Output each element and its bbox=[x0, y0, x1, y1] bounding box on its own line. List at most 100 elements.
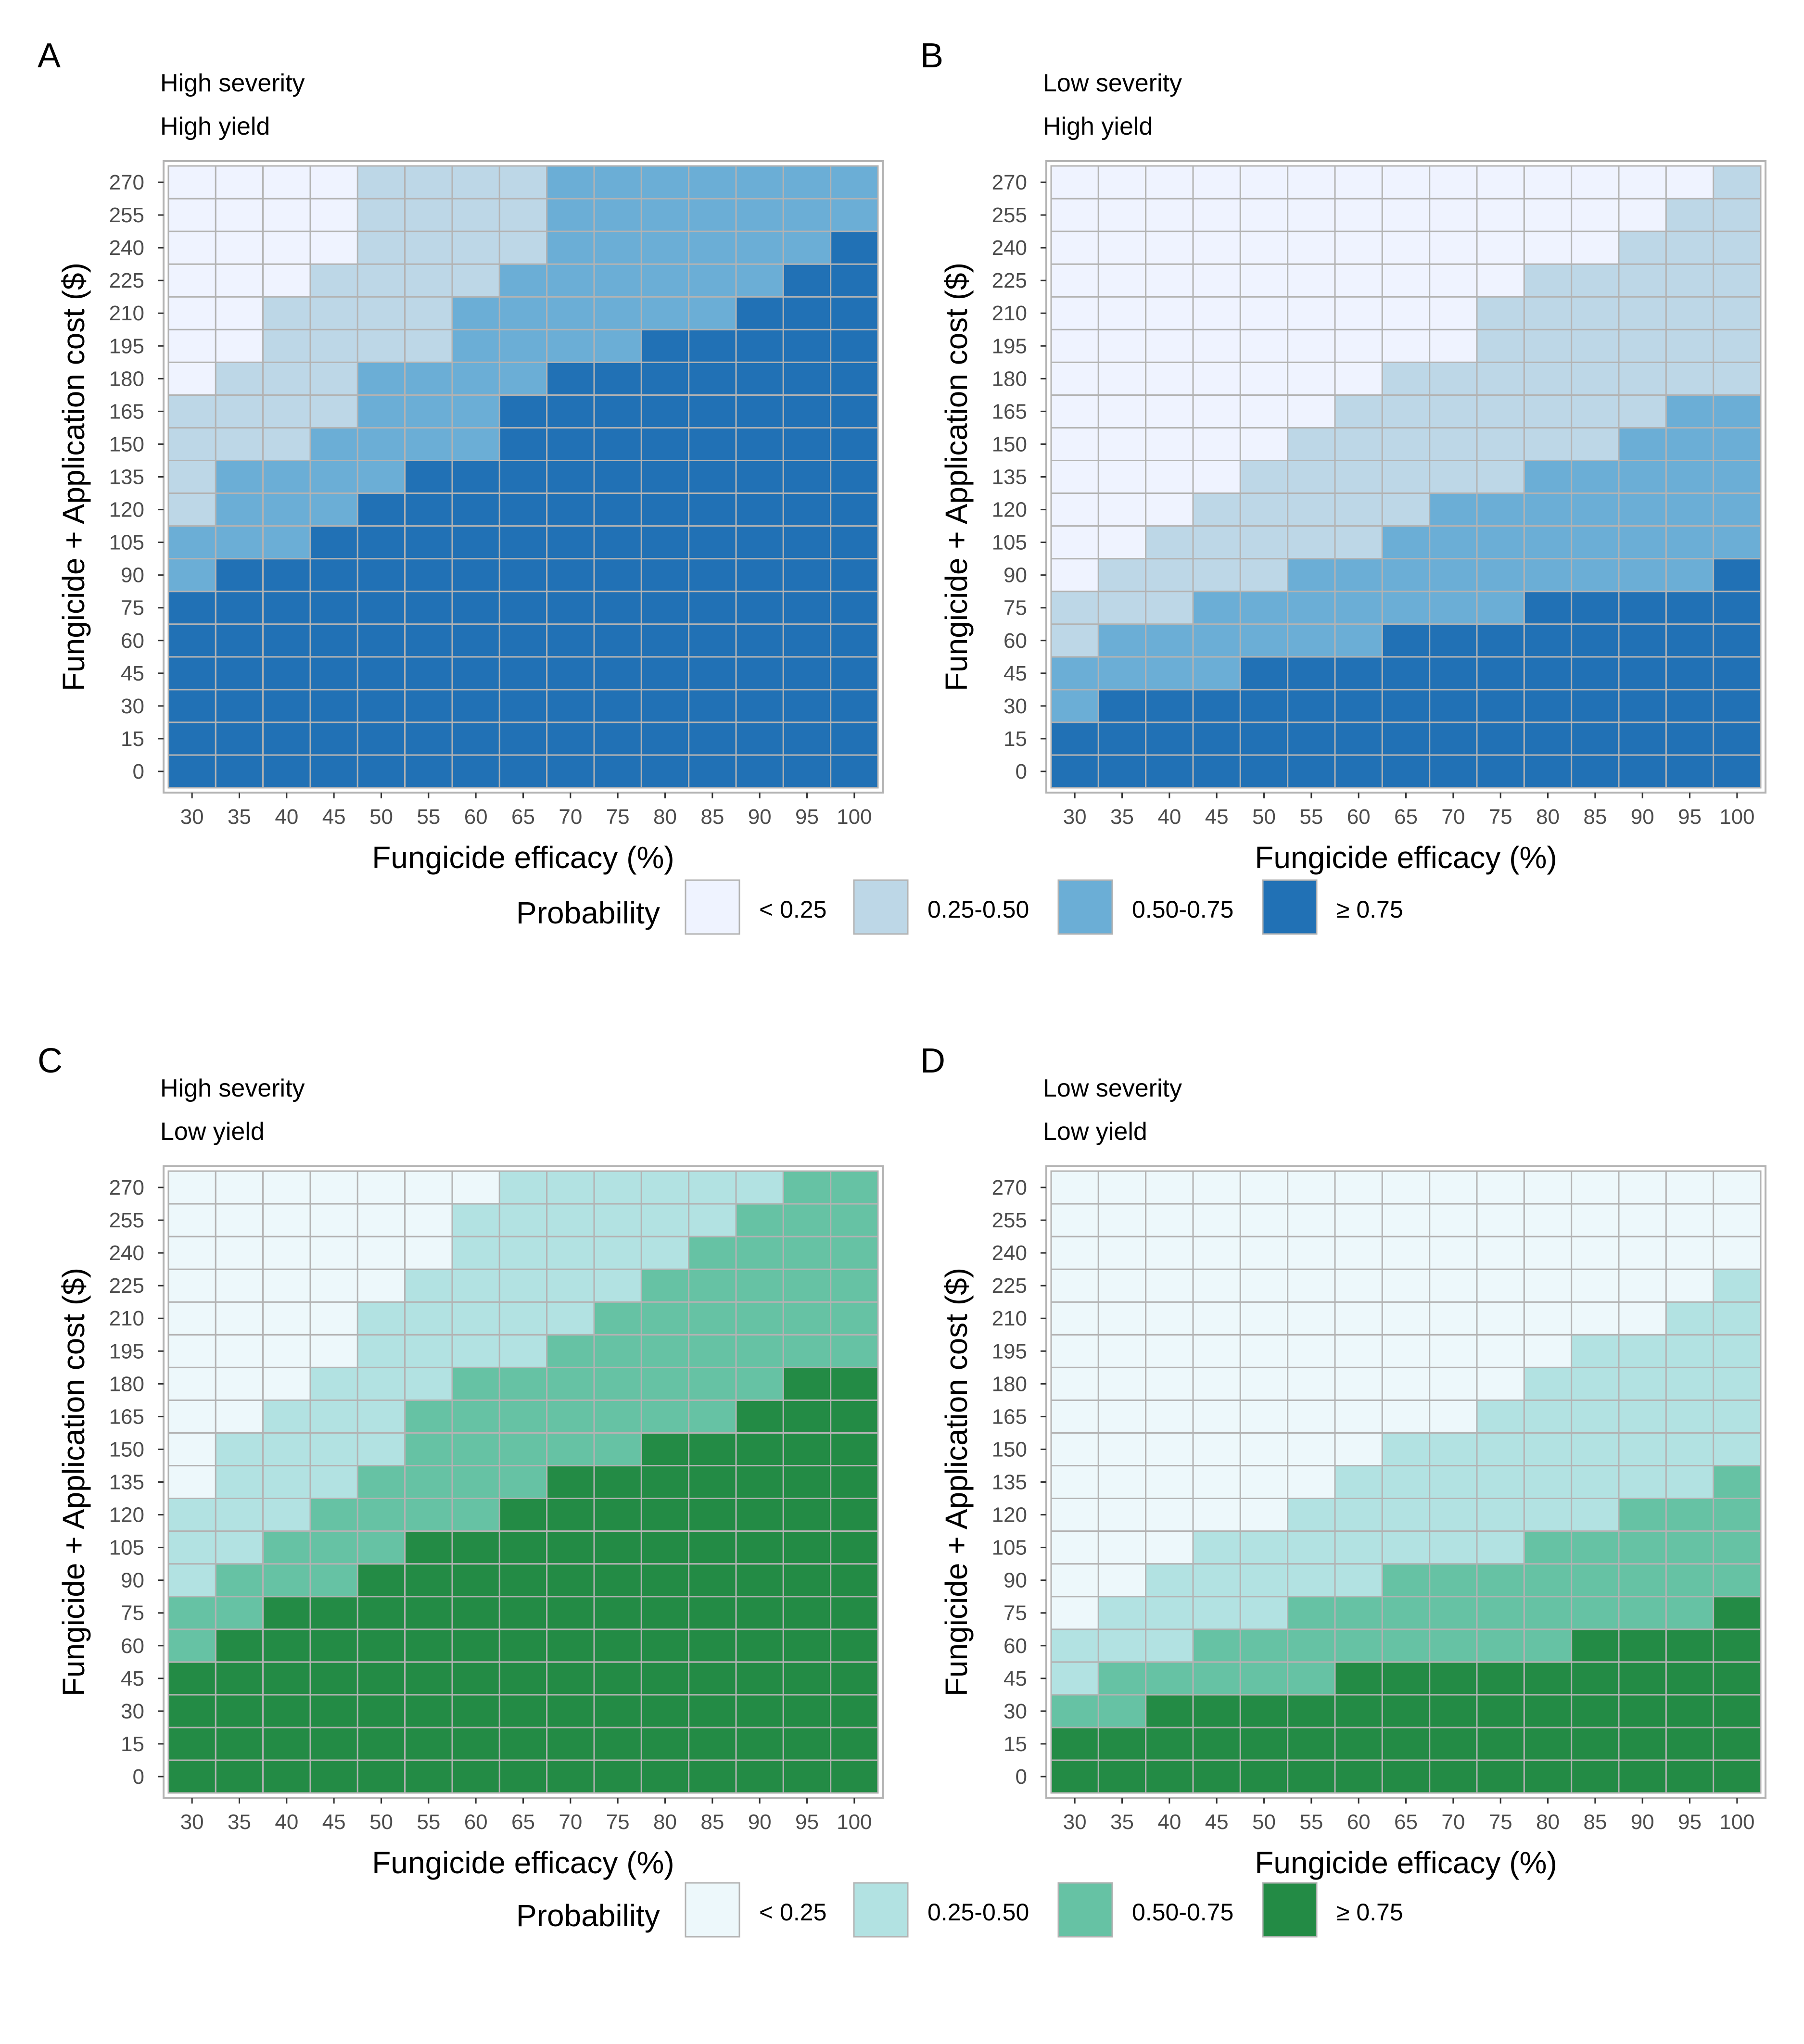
heatmap-cell bbox=[1429, 558, 1478, 593]
heatmap-cell bbox=[688, 1334, 737, 1368]
heatmap-cell bbox=[451, 198, 500, 232]
heatmap-cell bbox=[1145, 754, 1194, 789]
y-tick-label: 60 bbox=[1004, 1634, 1027, 1658]
heatmap-cell bbox=[1050, 1203, 1099, 1237]
x-tick-label: 100 bbox=[837, 805, 872, 829]
heatmap-cell bbox=[1476, 1727, 1525, 1761]
heatmap-cell bbox=[688, 1694, 737, 1729]
heatmap-cell bbox=[1571, 1301, 1620, 1336]
heatmap-cell bbox=[1239, 492, 1289, 527]
heatmap-cell bbox=[1381, 230, 1431, 265]
heatmap-cell bbox=[215, 1563, 264, 1598]
heatmap-cell bbox=[1713, 1661, 1762, 1696]
heatmap-cell bbox=[1192, 394, 1241, 429]
y-tick-label: 45 bbox=[1004, 1667, 1027, 1691]
heatmap-cell bbox=[830, 1366, 879, 1401]
heatmap-cell bbox=[1381, 1203, 1431, 1237]
heatmap-cell bbox=[1429, 1694, 1478, 1729]
heatmap-cell bbox=[1239, 1498, 1289, 1532]
heatmap-cell bbox=[1665, 623, 1715, 658]
heatmap-cell bbox=[167, 1596, 216, 1630]
x-axis-title: Fungicide efficacy (%) bbox=[372, 1845, 674, 1880]
legend-label: 0.25-0.50 bbox=[927, 1899, 1029, 1926]
x-tick-label: 45 bbox=[322, 805, 346, 829]
heatmap-cell bbox=[1618, 1694, 1667, 1729]
heatmap-cell bbox=[1050, 1170, 1099, 1205]
heatmap-cell bbox=[1050, 1301, 1099, 1336]
heatmap-cell bbox=[593, 1432, 642, 1466]
heatmap-cell bbox=[1239, 263, 1289, 298]
heatmap-cell bbox=[1571, 296, 1620, 330]
heatmap-cell bbox=[640, 1498, 690, 1532]
y-tick-label: 225 bbox=[992, 1274, 1027, 1298]
heatmap-cell bbox=[640, 525, 690, 560]
heatmap-cell bbox=[1713, 1203, 1762, 1237]
y-tick-label: 180 bbox=[109, 1372, 144, 1396]
heatmap-cell bbox=[1523, 623, 1573, 658]
heatmap-cell bbox=[1665, 689, 1715, 723]
heatmap-cell bbox=[1618, 165, 1667, 200]
heatmap-cell bbox=[735, 1432, 784, 1466]
heatmap-cell bbox=[735, 1694, 784, 1729]
heatmap-cell bbox=[404, 394, 453, 429]
heatmap-cell bbox=[451, 1432, 500, 1466]
heatmap-cell bbox=[1523, 230, 1573, 265]
heatmap-cell bbox=[167, 1399, 216, 1434]
y-axis-title: Fungicide + Application cost ($) bbox=[56, 1268, 91, 1696]
x-tick-label: 75 bbox=[1489, 805, 1512, 829]
heatmap-cell bbox=[451, 656, 500, 691]
y-tick-label: 15 bbox=[1004, 727, 1027, 751]
heatmap-cell bbox=[1523, 427, 1573, 461]
heatmap-cell bbox=[546, 1432, 595, 1466]
x-tick-label: 65 bbox=[511, 1810, 535, 1834]
y-tick-label: 105 bbox=[109, 1536, 144, 1560]
heatmap-cell bbox=[1097, 591, 1147, 625]
heatmap-cell bbox=[1145, 492, 1194, 527]
heatmap-cell bbox=[688, 1563, 737, 1598]
heatmap-cell bbox=[1665, 1596, 1715, 1630]
heatmap-cell bbox=[1571, 1694, 1620, 1729]
heatmap-cell bbox=[1381, 623, 1431, 658]
heatmap-cell bbox=[640, 1399, 690, 1434]
heatmap-cell bbox=[1381, 656, 1431, 691]
panel-subtitle: Low yield bbox=[160, 1118, 265, 1146]
heatmap-cell bbox=[1287, 1628, 1336, 1663]
heatmap-cell bbox=[215, 689, 264, 723]
heatmap-cell bbox=[1239, 656, 1289, 691]
heatmap-cell bbox=[498, 1498, 548, 1532]
heatmap-cell bbox=[1145, 1661, 1194, 1696]
heatmap-cell bbox=[593, 263, 642, 298]
heatmap-cell bbox=[593, 1268, 642, 1303]
heatmap-cell bbox=[1145, 689, 1194, 723]
heatmap-cell bbox=[167, 558, 216, 593]
heatmap-cell bbox=[498, 1170, 548, 1205]
heatmap-cell bbox=[1665, 1727, 1715, 1761]
heatmap-cell bbox=[1287, 591, 1336, 625]
heatmap-cell bbox=[1287, 721, 1336, 756]
x-tick-label: 60 bbox=[1347, 1810, 1371, 1834]
heatmap-cell bbox=[782, 1334, 832, 1368]
heatmap-cell bbox=[1571, 1464, 1620, 1500]
heatmap-cell bbox=[1476, 525, 1525, 560]
heatmap-cell bbox=[356, 427, 406, 461]
heatmap-cell bbox=[451, 361, 500, 396]
x-axis-title: Fungicide efficacy (%) bbox=[372, 840, 674, 875]
heatmap-cell bbox=[404, 1170, 453, 1205]
heatmap-cell bbox=[735, 198, 784, 232]
heatmap-cell bbox=[1665, 492, 1715, 527]
heatmap-cell bbox=[546, 525, 595, 560]
heatmap-cell bbox=[404, 1268, 453, 1303]
heatmap-cell bbox=[1287, 492, 1336, 527]
heatmap-cell bbox=[215, 623, 264, 658]
heatmap-cell bbox=[1097, 230, 1147, 265]
x-tick-label: 65 bbox=[1394, 1810, 1418, 1834]
heatmap-cell bbox=[1287, 1170, 1336, 1205]
heatmap-cell bbox=[1145, 623, 1194, 658]
heatmap-cell bbox=[830, 198, 879, 232]
heatmap-cell bbox=[1713, 689, 1762, 723]
y-tick-label: 165 bbox=[109, 1405, 144, 1428]
heatmap-cell bbox=[1239, 1399, 1289, 1434]
heatmap-cell bbox=[262, 296, 311, 330]
y-tick-label: 45 bbox=[1004, 662, 1027, 685]
heatmap-cell bbox=[356, 1596, 406, 1630]
